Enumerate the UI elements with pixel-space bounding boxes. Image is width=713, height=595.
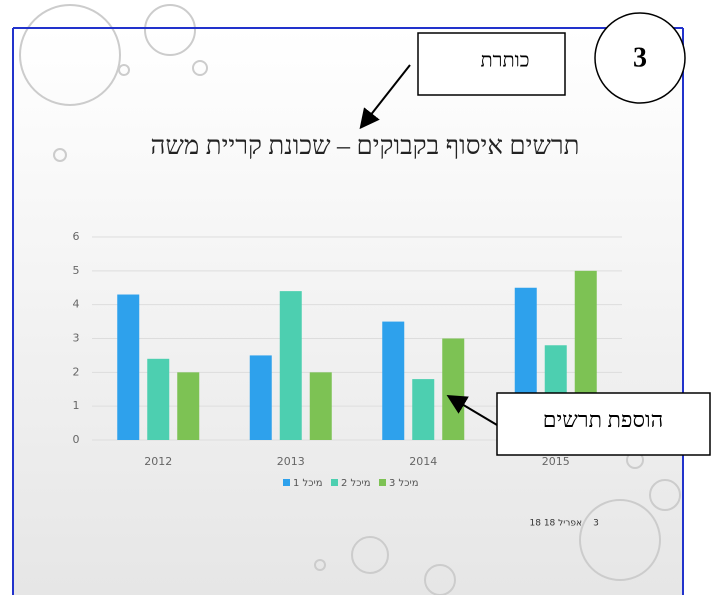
bar <box>279 291 302 440</box>
bar <box>309 372 332 440</box>
x-tick-label: 2014 <box>409 455 437 468</box>
legend-label: מיכל 3 <box>389 478 419 489</box>
title-arrow <box>359 64 411 130</box>
x-tick-label: 2015 <box>542 455 570 468</box>
chart-callout-box <box>496 392 711 456</box>
bar <box>442 338 465 440</box>
legend-label: מיכל 1 <box>293 478 323 489</box>
bar <box>382 321 405 440</box>
legend-swatch <box>331 479 338 486</box>
y-tick-label: 6 <box>73 230 80 243</box>
slide-number: 3 <box>593 519 599 529</box>
y-tick-label: 5 <box>73 264 80 277</box>
bar <box>412 379 435 440</box>
bar <box>117 294 140 440</box>
step-circle <box>594 12 686 104</box>
decor-drops <box>19 4 681 595</box>
bar <box>177 372 200 440</box>
step-number: 3 <box>633 42 647 73</box>
bar <box>147 358 170 440</box>
y-tick-label: 2 <box>73 365 80 378</box>
y-tick-label: 0 <box>73 433 80 446</box>
legend-swatch <box>379 479 386 486</box>
y-tick-label: 4 <box>73 298 80 311</box>
legend-swatch <box>283 479 290 486</box>
legend-label: מיכל 2 <box>341 478 371 489</box>
chart-title: תרשים איסוף בקבוקים – שכונת קריית משה <box>150 131 579 160</box>
title-callout-box <box>417 32 566 96</box>
title-callout: כותרת <box>480 50 529 72</box>
chart-arrow <box>446 394 498 426</box>
y-tick-label: 3 <box>73 332 80 345</box>
slide-date: 18 אפריל 18 <box>530 519 583 529</box>
bar <box>249 355 272 440</box>
chart-callout: הוספת תרשים <box>543 407 664 432</box>
x-tick-label: 2013 <box>277 455 305 468</box>
x-tick-label: 2012 <box>144 455 172 468</box>
y-tick-label: 1 <box>73 399 80 412</box>
